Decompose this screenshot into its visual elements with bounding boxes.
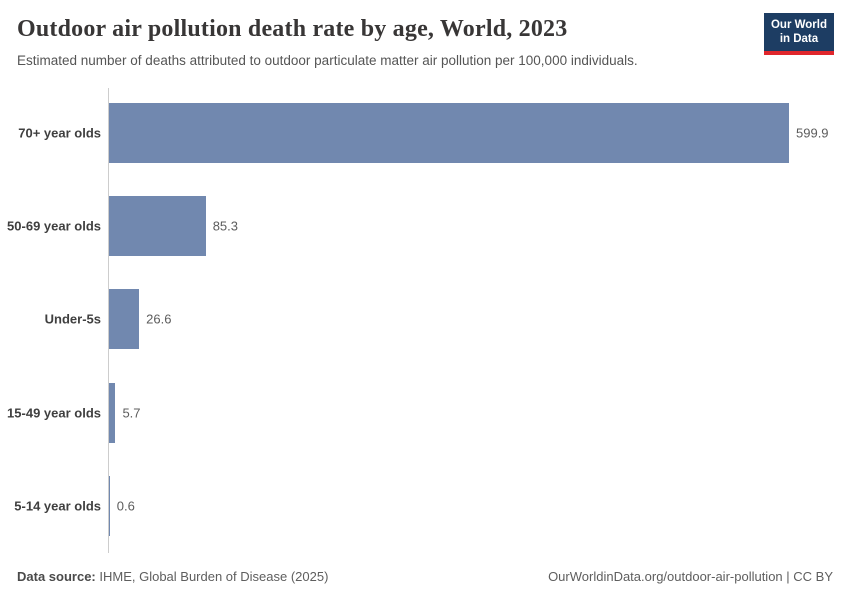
value-label: 599.9 xyxy=(796,125,829,140)
bar-row: 70+ year olds 599.9 xyxy=(0,86,850,179)
owid-logo[interactable]: Our World in Data xyxy=(763,13,834,55)
bar-chart: 70+ year olds 599.9 50-69 year olds 85.3 Und… xyxy=(0,86,850,553)
owid-url-license-link[interactable]: OurWorldinData.org/outdoor-air-pollution… xyxy=(548,569,833,584)
value-label: 0.6 xyxy=(116,498,135,514)
category-label: 70+ year olds xyxy=(18,125,101,140)
bar-row: Under-5s 26.6 xyxy=(0,273,850,366)
value-label: 26.6 xyxy=(146,311,172,327)
y-axis-line xyxy=(108,88,109,553)
chart-subtitle: Estimated number of deaths attributed to… xyxy=(17,53,638,68)
bar-row: 15-49 year olds 5.7 xyxy=(0,366,850,459)
bar[interactable] xyxy=(109,382,116,443)
bar[interactable] xyxy=(109,476,110,537)
category-label: Under-5s xyxy=(44,311,101,327)
category-label: 50-69 year olds xyxy=(7,218,101,234)
bar-row: 5-14 year olds 0.6 xyxy=(0,460,850,553)
bar-row: 50-69 year olds 85.3 xyxy=(0,179,850,272)
owid-logo-line1: Our World xyxy=(770,19,827,31)
owid-logo-line2: in Data xyxy=(779,33,819,46)
bar[interactable] xyxy=(109,102,789,163)
value-label: 5.7 xyxy=(122,405,141,421)
bar[interactable] xyxy=(109,289,140,350)
bar[interactable] xyxy=(109,195,206,256)
data-source-text: IHME, Global Burden of Disease (2025) xyxy=(95,569,329,584)
category-label: 15-49 year olds xyxy=(7,405,101,421)
value-label: 85.3 xyxy=(212,218,238,234)
data-source-note: Data source: IHME, Global Burden of Dise… xyxy=(17,569,328,584)
page-title: Outdoor air pollution death rate by age,… xyxy=(17,16,568,42)
category-label: 5-14 year olds xyxy=(14,498,101,514)
data-source-label: Data source: xyxy=(17,569,96,584)
